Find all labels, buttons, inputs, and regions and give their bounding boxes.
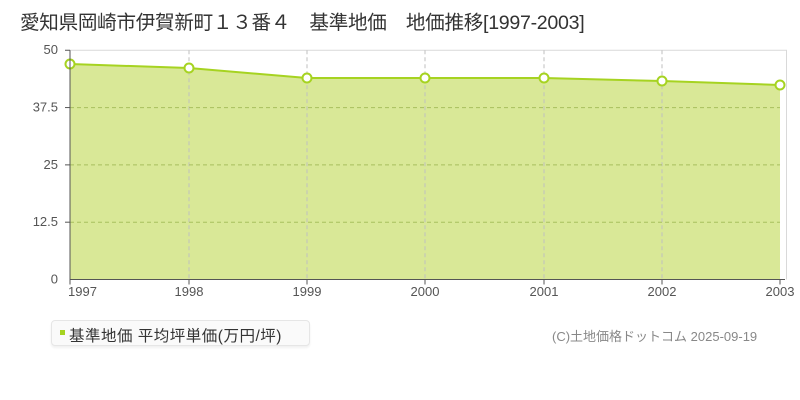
svg-text:12.5: 12.5	[33, 214, 58, 229]
svg-text:0: 0	[51, 272, 58, 287]
svg-text:1997: 1997	[68, 284, 97, 299]
svg-text:2002: 2002	[648, 284, 677, 299]
svg-text:37.5: 37.5	[33, 100, 58, 115]
svg-text:1998: 1998	[175, 284, 204, 299]
svg-text:50: 50	[44, 42, 58, 57]
svg-text:1999: 1999	[293, 284, 322, 299]
svg-text:2001: 2001	[530, 284, 559, 299]
svg-text:2000: 2000	[411, 284, 440, 299]
svg-text:25: 25	[44, 157, 58, 172]
svg-text:2003: 2003	[766, 284, 795, 299]
